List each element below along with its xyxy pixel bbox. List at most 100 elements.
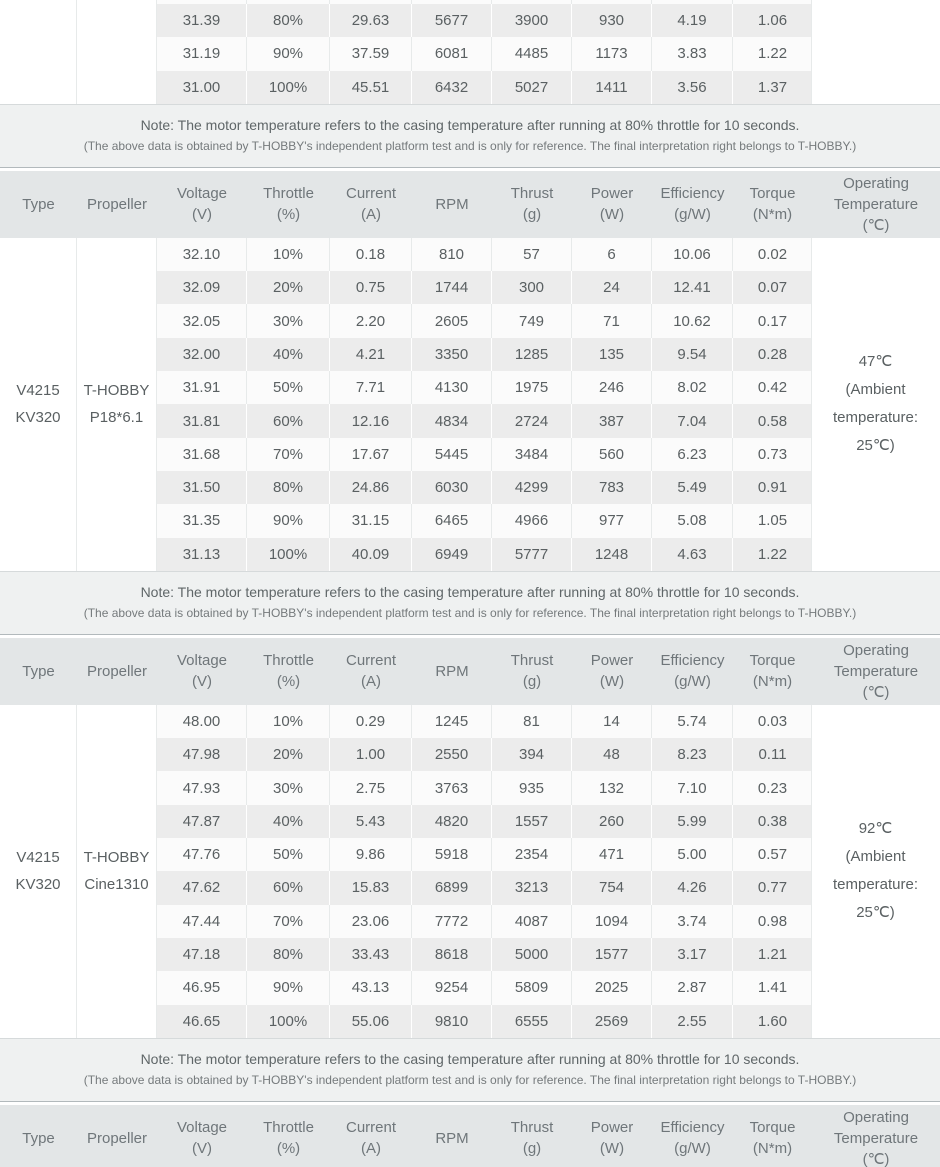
data-cell: 4820: [412, 804, 492, 839]
data-cell: 0.98: [733, 904, 812, 938]
data-cell: 3.56: [652, 70, 733, 104]
data-cell: 3.17: [652, 937, 733, 972]
data-row: 46.95 90% 43.13 9254 5809 2025 2.87 1.41: [157, 971, 812, 1005]
column-header-unit: (V): [192, 673, 212, 691]
data-cell: 8.02: [652, 371, 733, 405]
data-cell: 60%: [247, 871, 330, 905]
data-cell: 81: [492, 704, 572, 739]
data-cell: 0.29: [330, 704, 412, 739]
data-cell: 31.91: [157, 371, 247, 405]
column-header-label: Torque: [749, 1119, 796, 1137]
data-cell: 90%: [247, 504, 330, 538]
data-cell: 47.76: [157, 838, 247, 872]
data-cell: 80%: [247, 937, 330, 972]
data-cell: 2569: [572, 1004, 652, 1038]
data-cell: 29.63: [330, 4, 412, 38]
data-cell: 80%: [247, 4, 330, 38]
data-cell: 4.19: [652, 4, 733, 38]
data-cell: 47.18: [157, 937, 247, 972]
previous-table-bottom-rows: 31.39 80% 29.63 5677 3900 930 4.19 1.06 31.19 90%…: [0, 4, 940, 104]
data-cell: 0.58: [733, 404, 812, 438]
data-grid: 32.10 10% 0.18 810 57 6 10.06 0.02 32.09 20% 0.75 1…: [157, 237, 812, 571]
data-cell: 4834: [412, 404, 492, 438]
spec-table-left-columns: V4215 KV320 T-HOBBY Cine1310: [0, 704, 157, 1038]
data-row: 31.35 90% 31.15 6465 4966 977 5.08 1.05: [157, 504, 812, 538]
column-header-label: Type: [22, 662, 55, 680]
data-row: 31.68 70% 17.67 5445 3484 560 6.23 0.73: [157, 437, 812, 471]
data-cell: 0.57: [733, 838, 812, 872]
data-cell: 5.74: [652, 704, 733, 739]
column-header-operating-temperature: Operating Temperature (℃): [812, 171, 940, 238]
column-header-throttle: Throttle (%): [247, 1105, 330, 1167]
column-header-thrust: Thrust (g): [492, 638, 572, 705]
data-cell: [247, 0, 330, 4]
data-cell: [572, 0, 652, 4]
data-row: 32.00 40% 4.21 3350 1285 135 9.54 0.28: [157, 337, 812, 372]
temperature-line: 92℃: [858, 820, 893, 838]
temperature-line: temperature:: [832, 409, 919, 427]
column-header-unit: (N*m): [752, 206, 793, 224]
column-header-unit: (W): [599, 206, 625, 224]
operating-temperature-cell: 92℃ (Ambient temperature: 25℃): [811, 704, 939, 1038]
data-cell: 0.03: [733, 704, 812, 739]
spec-table-header: Type Propeller Voltage (V) Throttle (%) Curren…: [0, 1104, 940, 1167]
data-cell: 50%: [247, 371, 330, 405]
column-header-unit: (W): [599, 1140, 625, 1158]
data-cell: 4966: [492, 504, 572, 538]
data-cell: 57: [492, 237, 572, 272]
data-cell: 10.62: [652, 304, 733, 338]
data-cell: 32.05: [157, 304, 247, 338]
column-header-label: Efficiency: [660, 652, 725, 670]
column-header-type: Type: [0, 171, 77, 238]
data-cell: 70%: [247, 437, 330, 471]
data-cell: 31.19: [157, 37, 247, 71]
data-cell: 100%: [247, 1004, 330, 1038]
column-header-label: Thrust: [510, 185, 554, 203]
data-row: 47.76 50% 9.86 5918 2354 471 5.00 0.57: [157, 838, 812, 872]
data-cell: 977: [572, 504, 652, 538]
type-line: V4215: [16, 382, 60, 400]
column-header-propeller: Propeller: [77, 638, 157, 705]
operating-temperature-text: 47℃ (Ambient temperature: 25℃): [833, 348, 918, 460]
data-cell: 749: [492, 304, 572, 338]
propeller-cell: [77, 0, 157, 4]
data-cell: 6555: [492, 1004, 572, 1038]
data-cell: 7.10: [652, 771, 733, 805]
type-line: V4215: [16, 849, 60, 867]
previous-table-left-columns: [0, 4, 157, 104]
data-cell: 2.55: [652, 1004, 733, 1038]
column-header-power: Power (W): [572, 171, 652, 238]
propeller-line: Cine1310: [84, 876, 149, 894]
data-cell: 31.81: [157, 404, 247, 438]
column-header-label: RPM: [435, 662, 469, 680]
data-cell: 0.28: [733, 337, 812, 372]
temperature-line: temperature:: [832, 876, 919, 894]
column-header-label: Current: [345, 185, 397, 203]
column-header-throttle: Throttle (%): [247, 638, 330, 705]
data-cell: 40.09: [330, 537, 412, 571]
column-header-label: Type: [22, 195, 55, 213]
data-cell: 0.02: [733, 237, 812, 272]
column-header-unit: (g/W): [674, 673, 711, 691]
type-line: KV320: [15, 876, 61, 894]
column-header-label: Type: [22, 1129, 55, 1147]
data-cell: 30%: [247, 771, 330, 805]
column-header-label: Operating Temperature: [833, 174, 919, 213]
data-cell: 0.42: [733, 371, 812, 405]
data-cell: 5.08: [652, 504, 733, 538]
data-cell: 7.71: [330, 371, 412, 405]
column-header-current: Current (A): [330, 638, 412, 705]
spec-table-header: Type Propeller Voltage (V) Throttle (%) Curren…: [0, 170, 940, 238]
column-header-label: Current: [345, 652, 397, 670]
data-cell: 47.98: [157, 738, 247, 772]
data-cell: 2.87: [652, 971, 733, 1005]
data-cell: 5.43: [330, 804, 412, 839]
data-grid: 31.39 80% 29.63 5677 3900 930 4.19 1.06 31.19 90%…: [157, 4, 812, 104]
column-header-label: Throttle: [263, 652, 314, 670]
data-cell: 9810: [412, 1004, 492, 1038]
column-header-label: Propeller: [86, 662, 148, 680]
column-header-label: Operating Temperature: [833, 1108, 919, 1147]
column-header-label: Throttle: [263, 1119, 314, 1137]
operating-temperature-cell: 47℃ (Ambient temperature: 25℃): [811, 237, 939, 571]
data-cell: 24: [572, 271, 652, 305]
